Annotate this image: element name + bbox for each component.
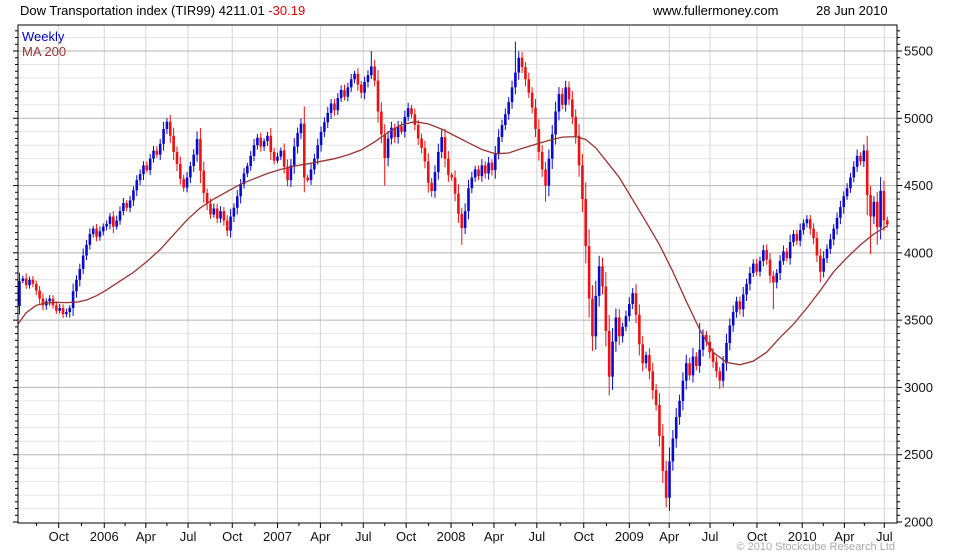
svg-text:Apr: Apr [484,529,505,544]
svg-text:2008: 2008 [437,529,466,544]
svg-text:2000: 2000 [904,515,933,530]
svg-text:Apr: Apr [136,529,157,544]
svg-text:Oct: Oct [222,529,243,544]
svg-text:2500: 2500 [904,447,933,462]
weekly-candles [18,41,889,511]
svg-text:4000: 4000 [904,245,933,260]
svg-text:5500: 5500 [904,44,933,59]
grid-major [18,50,897,456]
site-url: www.fullermoney.com [653,3,779,18]
svg-text:Jul: Jul [180,529,197,544]
chart-date: 28 Jun 2010 [816,3,888,18]
chart-title-text: Dow Transportation index (TIR99) 4211.01 [20,3,269,18]
svg-text:Oct: Oct [747,529,768,544]
svg-text:4500: 4500 [904,178,933,193]
svg-text:Oct: Oct [574,529,595,544]
svg-text:Oct: Oct [49,529,70,544]
svg-text:Jul: Jul [876,529,893,544]
svg-text:Apr: Apr [659,529,680,544]
svg-text:Apr: Apr [310,529,331,544]
grid-vertical [58,25,885,523]
chart-change-value: -30.19 [268,3,306,18]
svg-text:3500: 3500 [904,313,933,328]
svg-text:5000: 5000 [904,111,933,126]
svg-text:2006: 2006 [90,529,119,544]
legend-ma200: MA 200 [22,44,67,59]
svg-text:Jul: Jul [702,529,719,544]
copyright-notice: © 2010 Stockcube Research Ltd [736,541,895,553]
svg-text:2007: 2007 [263,529,292,544]
svg-text:Apr: Apr [834,529,855,544]
svg-text:Jul: Jul [529,529,546,544]
svg-text:2009: 2009 [615,529,644,544]
ma200-line [17,121,888,366]
svg-text:Jul: Jul [355,529,372,544]
svg-text:2010: 2010 [788,529,817,544]
axes: 2000 2500 3000 3500 4000 4500 5000 5500 Oct 2006 A… [13,24,933,544]
legend-weekly: Weekly [22,29,65,44]
svg-text:3000: 3000 [904,380,933,395]
svg-text:Oct: Oct [396,529,417,544]
chart-title: Dow Transportation index (TIR99) 4211.01… [20,3,305,18]
grid-minor [18,37,897,510]
